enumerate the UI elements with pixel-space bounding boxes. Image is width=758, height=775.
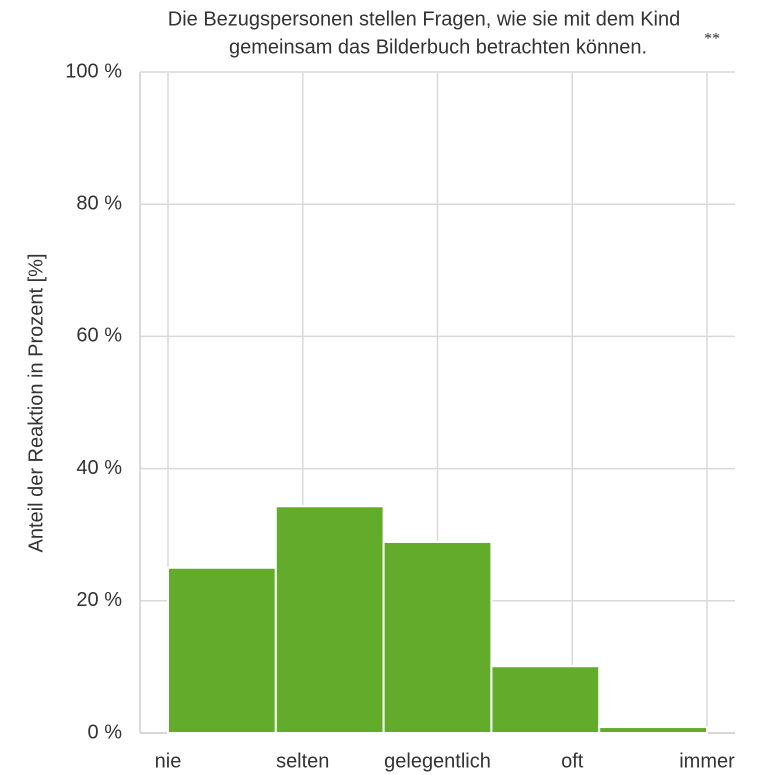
y-tick-label: 100 % — [65, 60, 122, 82]
y-tick-label: 0 % — [88, 721, 123, 743]
x-tick-label: nie — [155, 750, 182, 772]
bar — [167, 566, 277, 734]
chart-title: Die Bezugspersonen stellen Fragen, wie s… — [168, 8, 680, 30]
y-tick-label: 40 % — [76, 457, 122, 479]
bar — [598, 726, 709, 735]
y-tick-label: 20 % — [76, 589, 122, 611]
bar — [382, 540, 493, 735]
x-tick-label: selten — [276, 750, 329, 772]
bar — [274, 505, 385, 735]
bar — [490, 665, 601, 735]
y-tick-label: 80 % — [76, 192, 122, 214]
y-axis-label: Anteil der Reaktion in Prozent [%] — [25, 253, 47, 552]
x-tick-label: immer — [679, 750, 735, 772]
annotation: ** — [704, 31, 720, 48]
chart-title: gemeinsam das Bilderbuch betrachten könn… — [229, 36, 647, 58]
x-tick-label: oft — [561, 750, 584, 772]
y-tick-label: 60 % — [76, 325, 122, 347]
x-tick-label: gelegentlich — [384, 750, 491, 772]
